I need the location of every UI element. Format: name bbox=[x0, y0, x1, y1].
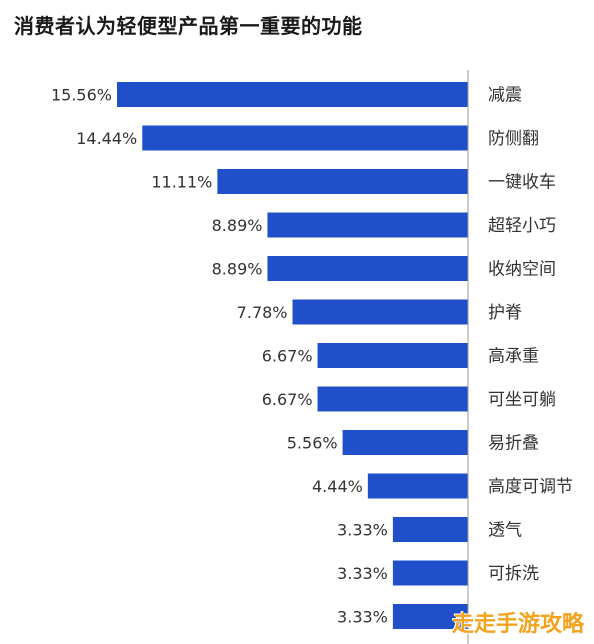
category-label: 可坐可躺 bbox=[488, 390, 556, 410]
value-label: 8.89% bbox=[212, 260, 263, 279]
value-label: 4.44% bbox=[312, 477, 363, 496]
bar-10 bbox=[367, 473, 468, 499]
bar-4 bbox=[267, 212, 468, 238]
value-label: 3.33% bbox=[337, 521, 388, 540]
value-label: 7.78% bbox=[237, 303, 288, 322]
value-label: 11.11% bbox=[151, 173, 212, 192]
value-label: 14.44% bbox=[76, 129, 137, 148]
watermark-logo: 走走手游攻略 bbox=[451, 612, 584, 637]
bar-9 bbox=[342, 430, 468, 455]
category-label: 可拆洗 bbox=[488, 564, 539, 584]
value-label: 6.67% bbox=[262, 390, 313, 409]
bar-3 bbox=[217, 169, 468, 194]
value-label: 3.33% bbox=[337, 564, 388, 583]
value-label: 6.67% bbox=[262, 347, 313, 366]
value-label: 5.56% bbox=[287, 434, 338, 453]
category-label: 防侧翻 bbox=[488, 129, 539, 149]
value-label: 3.33% bbox=[337, 608, 388, 627]
value-label: 15.56% bbox=[51, 86, 112, 105]
bar-6 bbox=[292, 299, 468, 325]
category-label: 高承重 bbox=[488, 347, 539, 367]
category-label: 高度可调节 bbox=[488, 477, 573, 497]
bar-11 bbox=[392, 517, 468, 542]
category-label: 易折叠 bbox=[488, 434, 539, 454]
bar-2 bbox=[142, 125, 469, 151]
category-label: 一键收车 bbox=[488, 173, 556, 193]
bar-5 bbox=[267, 256, 468, 281]
bar-8 bbox=[317, 386, 468, 412]
category-label: 透气 bbox=[488, 521, 522, 541]
bar-1 bbox=[117, 82, 468, 107]
bar-7 bbox=[317, 343, 468, 368]
chart-title: 消费者认为轻便型产品第一重要的功能 bbox=[14, 14, 363, 38]
bar-12 bbox=[392, 560, 468, 586]
value-label: 8.89% bbox=[212, 216, 263, 235]
category-label: 超轻小巧 bbox=[488, 216, 556, 236]
category-label: 收纳空间 bbox=[488, 260, 556, 280]
category-label: 护脊 bbox=[488, 303, 522, 323]
category-label: 减震 bbox=[488, 86, 522, 106]
bar-13 bbox=[392, 604, 468, 629]
